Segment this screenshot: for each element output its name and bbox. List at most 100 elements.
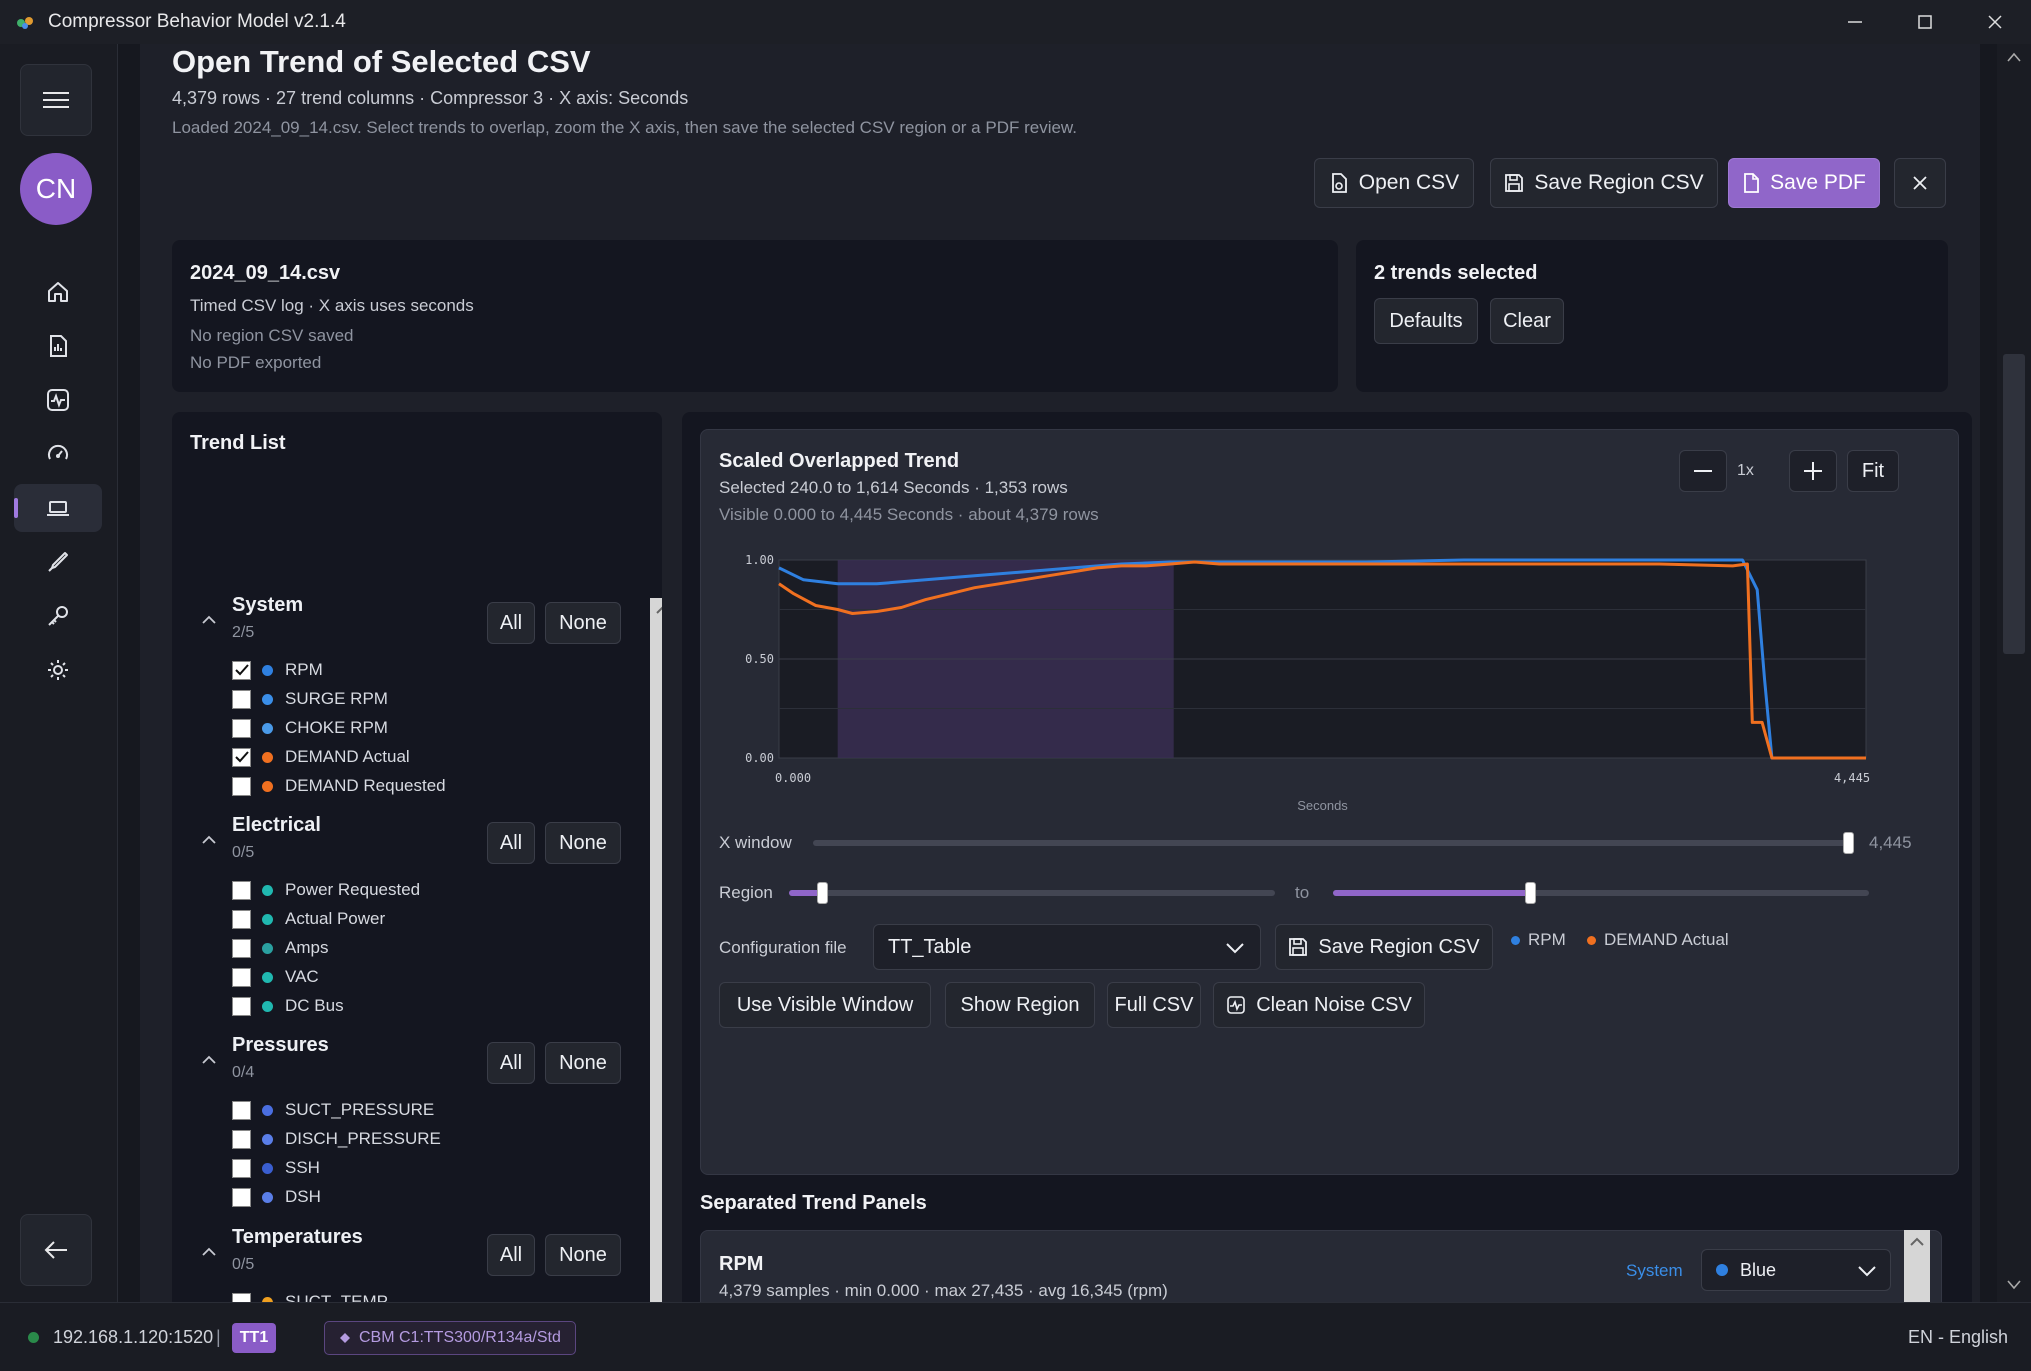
panel-color-select[interactable]: Blue [1701, 1249, 1891, 1291]
y-tick-label: 0.50 [745, 652, 774, 666]
use-visible-window-button[interactable]: Use Visible Window [719, 982, 931, 1028]
page-scroll-thumb[interactable] [2003, 354, 2025, 654]
checkbox[interactable] [232, 1100, 251, 1120]
open-csv-button[interactable]: Open CSV [1314, 158, 1474, 208]
trend-item-choke-rpm[interactable]: CHOKE RPM [232, 716, 388, 740]
color-dot [262, 913, 273, 925]
region-end-track[interactable] [1333, 890, 1869, 896]
trend-item-suct-pressure[interactable]: SUCT_PRESSURE [232, 1098, 434, 1122]
checkbox[interactable] [232, 938, 251, 958]
checkbox[interactable] [232, 1187, 251, 1207]
status-badge[interactable]: TT1 [232, 1323, 276, 1353]
nav-settings[interactable] [14, 646, 102, 694]
trend-item-amps[interactable]: Amps [232, 936, 328, 960]
trend-item-dc-bus[interactable]: DC Bus [232, 994, 344, 1018]
save-pdf-button[interactable]: Save PDF [1728, 158, 1880, 208]
chevron-up-icon[interactable] [202, 1052, 216, 1068]
minimize-icon[interactable] [1820, 0, 1890, 44]
menu-button[interactable] [20, 64, 92, 136]
zoom-out-button[interactable] [1679, 450, 1727, 492]
trend-item-power-requested[interactable]: Power Requested [232, 878, 420, 902]
checkbox[interactable] [232, 996, 251, 1016]
nav-report[interactable] [14, 322, 102, 370]
config-file-select[interactable]: TT_Table [873, 924, 1261, 970]
temperatures-none-button[interactable]: None [545, 1234, 621, 1276]
pressures-none-button[interactable]: None [545, 1042, 621, 1084]
zoom-in-button[interactable] [1789, 450, 1837, 492]
checkbox[interactable] [232, 909, 251, 929]
trend-item-demand-requested[interactable]: DEMAND Requested [232, 774, 446, 798]
nav-edit[interactable] [14, 538, 102, 586]
x-window-thumb[interactable] [1843, 832, 1854, 854]
trend-item-demand-actual[interactable]: DEMAND Actual [232, 745, 410, 769]
defaults-button[interactable]: Defaults [1374, 298, 1478, 344]
file-open-icon [1331, 173, 1347, 193]
electrical-none-button[interactable]: None [545, 822, 621, 864]
chevron-up-icon[interactable] [202, 1244, 216, 1260]
chart-selected-text: Selected 240.0 to 1,614 Seconds · 1,353 … [719, 478, 1068, 497]
config-file-value: TT_Table [888, 935, 972, 958]
trend-item-actual-power[interactable]: Actual Power [232, 907, 385, 931]
trend-item-dsh[interactable]: DSH [232, 1185, 321, 1209]
electrical-all-button[interactable]: All [487, 822, 535, 864]
clear-button[interactable]: Clear [1490, 298, 1564, 344]
trend-item-suct-temp[interactable]: SUCT_TEMP [232, 1290, 388, 1302]
maximize-icon[interactable] [1890, 0, 1960, 44]
chevron-up-icon[interactable] [202, 832, 216, 848]
region-start-thumb[interactable] [817, 882, 828, 904]
system-none-button[interactable]: None [545, 602, 621, 644]
save-region-csv-button[interactable]: Save Region CSV [1490, 158, 1718, 208]
back-button[interactable] [20, 1214, 92, 1286]
temperatures-all-button[interactable]: All [487, 1234, 535, 1276]
trend-item-ssh[interactable]: SSH [232, 1156, 320, 1180]
gear-icon [48, 660, 68, 680]
nav-laptop[interactable] [14, 484, 102, 532]
checkbox[interactable] [232, 718, 251, 738]
nav-activity[interactable] [14, 376, 102, 424]
trend-item-surge-rpm[interactable]: SURGE RPM [232, 687, 388, 711]
x-window-track[interactable] [813, 840, 1849, 846]
language-selector[interactable]: EN - English [1908, 1327, 2009, 1347]
checkbox[interactable] [232, 660, 251, 680]
cbm-badge-label: CBM C1:TTS300/R134a/Std [359, 1329, 561, 1346]
fit-button[interactable]: Fit [1847, 450, 1899, 492]
nav-home[interactable] [14, 268, 102, 316]
separated-title: Separated Trend Panels [700, 1192, 927, 1214]
clean-noise-csv-button[interactable]: Clean Noise CSV [1213, 982, 1425, 1028]
nav-key[interactable] [14, 592, 102, 640]
nav-gauge[interactable] [14, 430, 102, 478]
checkbox[interactable] [232, 776, 251, 796]
panel-group-link[interactable]: System [1626, 1261, 1683, 1280]
close-button[interactable] [1894, 158, 1946, 208]
checkbox[interactable] [232, 1158, 251, 1178]
region-end-thumb[interactable] [1525, 882, 1536, 904]
overlap-chart[interactable]: 1.00 0.50 0.000.000 4,445 Seconds [701, 545, 1960, 815]
pressures-all-button[interactable]: All [487, 1042, 535, 1084]
checkbox[interactable] [232, 747, 251, 767]
separated-scrollbar[interactable] [1904, 1230, 1930, 1302]
close-icon [1913, 176, 1927, 190]
page-scrollbar[interactable] [1997, 44, 2031, 1302]
trend-list-scrollbar[interactable] [650, 598, 662, 1302]
checkbox[interactable] [232, 967, 251, 987]
show-region-button[interactable]: Show Region [945, 982, 1095, 1028]
checkbox[interactable] [232, 1129, 251, 1149]
checkbox[interactable] [232, 689, 251, 709]
color-dot [262, 1162, 273, 1174]
checkbox[interactable] [232, 1292, 251, 1302]
trend-item-rpm[interactable]: RPM [232, 658, 323, 682]
trend-item-vac[interactable]: VAC [232, 965, 319, 989]
checkbox[interactable] [232, 880, 251, 900]
chart-save-region-csv-button[interactable]: Save Region CSV [1275, 924, 1493, 970]
trend-label: SSH [285, 1158, 320, 1177]
color-dot [262, 1000, 273, 1012]
color-dot [262, 751, 273, 763]
trend-item-disch-pressure[interactable]: DISCH_PRESSURE [232, 1127, 441, 1151]
system-all-button[interactable]: All [487, 602, 535, 644]
close-window-icon[interactable] [1960, 0, 2030, 44]
avatar[interactable]: CN [20, 153, 92, 225]
region-start-track[interactable] [789, 890, 1275, 896]
full-csv-button[interactable]: Full CSV [1107, 982, 1201, 1028]
cbm-badge[interactable]: CBM C1:TTS300/R134a/Std [324, 1321, 576, 1355]
chevron-up-icon[interactable] [202, 612, 216, 628]
